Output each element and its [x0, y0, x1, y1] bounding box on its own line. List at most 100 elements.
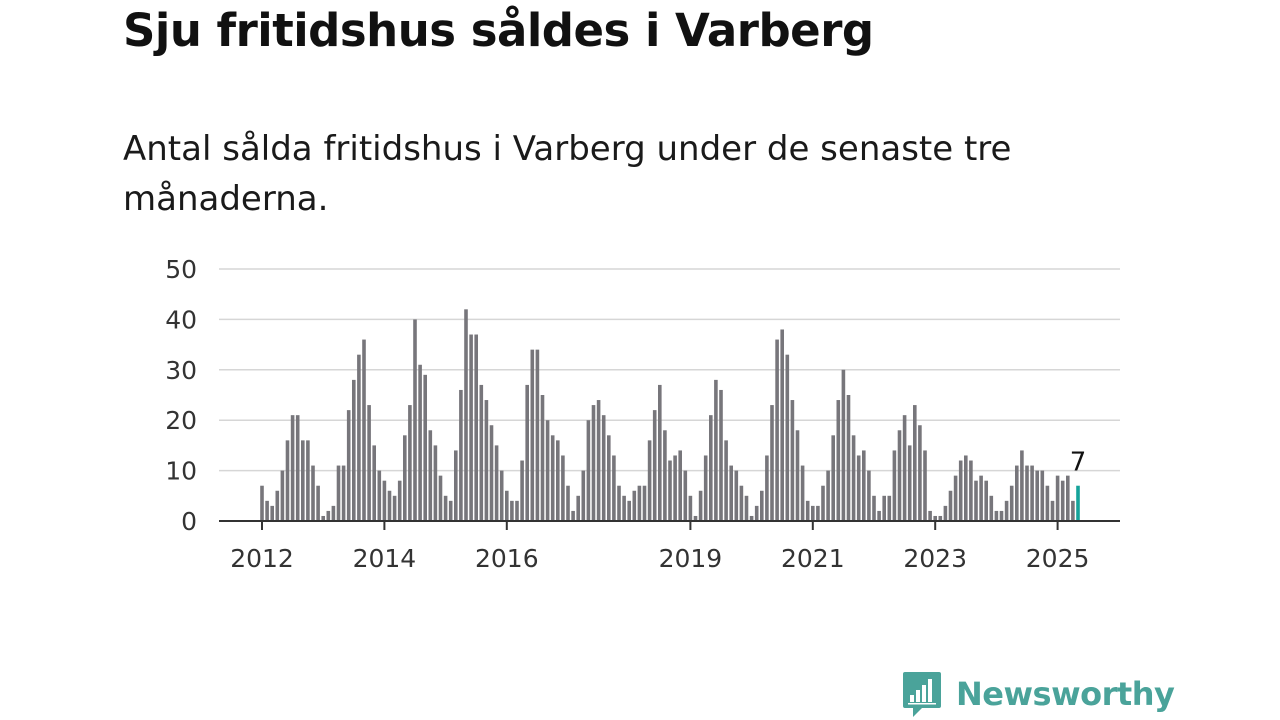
bar: [805, 500, 810, 521]
bar: [754, 505, 759, 521]
bar: [698, 490, 703, 521]
bar: [953, 475, 958, 521]
bar: [346, 410, 351, 521]
bar: [724, 440, 728, 521]
bar: [673, 455, 677, 521]
bar: [382, 480, 387, 521]
bar: [596, 400, 601, 521]
x-tick-label: 2021: [781, 544, 845, 573]
x-tick-label: 2016: [475, 544, 539, 573]
brand-name: Newsworthy: [956, 675, 1175, 713]
bar: [586, 420, 591, 521]
bar: [632, 490, 637, 521]
bar: [862, 450, 866, 521]
bar: [1009, 485, 1014, 521]
bar: [357, 354, 361, 521]
bar: [663, 430, 667, 521]
bar: [601, 415, 606, 521]
bar: [652, 410, 657, 521]
bar: [1020, 450, 1024, 521]
bar: [336, 465, 341, 521]
bar: [984, 480, 988, 521]
bar: [270, 505, 274, 521]
bar: [688, 495, 693, 521]
bar: [821, 485, 825, 521]
bar: [887, 495, 892, 521]
bar: [979, 475, 983, 521]
bar: [433, 445, 438, 521]
bar: [499, 470, 504, 521]
bar: [295, 415, 300, 521]
highlight-data-label: 7: [1070, 448, 1087, 478]
bar: [275, 490, 280, 521]
bar: [566, 485, 570, 521]
bar: [627, 500, 631, 521]
bar: [372, 445, 376, 521]
bar: [428, 430, 433, 521]
y-tick-label: 20: [165, 406, 197, 435]
bar: [969, 460, 973, 521]
bar: [397, 480, 402, 521]
bar: [515, 500, 519, 521]
bar: [831, 435, 835, 521]
y-tick-label: 10: [165, 457, 197, 486]
bar: [265, 500, 269, 521]
bar: [974, 480, 978, 521]
bar: [729, 465, 733, 521]
bar: [550, 435, 555, 521]
bar: [785, 354, 790, 521]
x-tick-label: 2023: [903, 544, 967, 573]
bar: [484, 400, 489, 521]
bar: [448, 500, 453, 521]
bar: [387, 490, 392, 521]
newsworthy-logo[interactable]: Newsworthy: [902, 670, 1175, 718]
bar: [964, 455, 968, 521]
bar: [913, 405, 917, 521]
bar: [943, 505, 948, 521]
y-tick-label: 50: [165, 255, 197, 284]
bar: [775, 339, 779, 521]
bar: [331, 505, 336, 521]
bar: [285, 440, 290, 521]
bar: [571, 510, 575, 521]
bar: [1030, 465, 1034, 521]
bar: [556, 440, 560, 521]
bar: [581, 470, 586, 521]
bar: [846, 395, 851, 521]
bar: [683, 470, 688, 521]
bar: [464, 309, 468, 521]
bar: [1071, 500, 1075, 521]
x-tick-label: 2012: [230, 544, 294, 573]
bar: [928, 510, 932, 521]
bar: [938, 515, 943, 521]
bar: [474, 334, 478, 521]
bar: [545, 420, 550, 521]
bar: [856, 455, 861, 521]
bar: [591, 405, 596, 521]
bar: [540, 395, 545, 521]
newsworthy-logo-icon: [903, 672, 941, 717]
bar: [770, 405, 774, 521]
bar: [1004, 500, 1009, 521]
bar: [280, 470, 285, 521]
x-tick-label: 2019: [659, 544, 723, 573]
bar: [525, 384, 529, 521]
bar: [469, 334, 473, 521]
bar: [1045, 485, 1050, 521]
bar: [693, 515, 698, 521]
bar: [989, 495, 994, 521]
bar: [816, 505, 820, 521]
bar: [311, 465, 315, 521]
bar: [811, 505, 815, 521]
bar: [326, 510, 331, 521]
bar: [367, 405, 371, 521]
bar: [933, 515, 937, 521]
bar: [1060, 480, 1065, 521]
bar: [637, 485, 642, 521]
bar: [780, 329, 784, 521]
bar: [438, 475, 443, 521]
bar: [882, 495, 886, 521]
bar: [520, 460, 524, 521]
bar: [739, 485, 744, 521]
